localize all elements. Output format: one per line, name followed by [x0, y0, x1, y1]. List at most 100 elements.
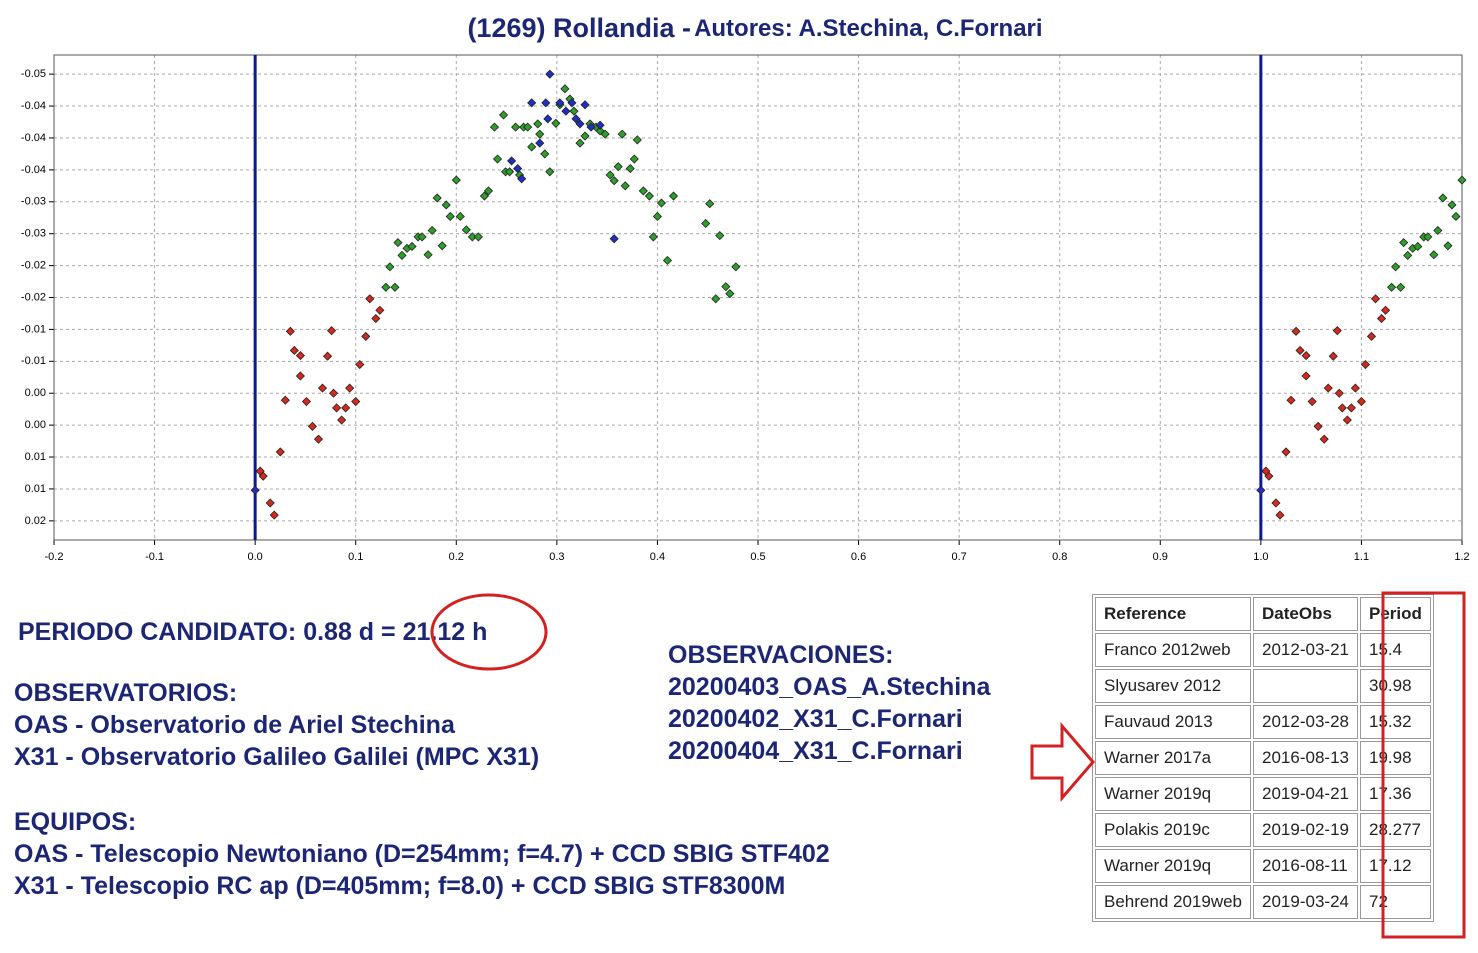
- point: [1396, 282, 1406, 292]
- cell: 17.36: [1359, 777, 1431, 811]
- point: [725, 289, 735, 299]
- point: [385, 262, 395, 272]
- point: [625, 164, 635, 174]
- y-tick-label: -0.04: [21, 164, 46, 176]
- point: [1319, 434, 1329, 444]
- row: Warner 2017a 2016-08-13 19.98: [1095, 741, 1431, 775]
- point: [371, 313, 381, 324]
- point: [269, 510, 279, 520]
- point: [489, 122, 500, 132]
- cell: 2016-08-11: [1253, 849, 1358, 883]
- point: [355, 359, 365, 370]
- point: [575, 138, 585, 148]
- header-cell: DateObs: [1253, 597, 1358, 631]
- period-label: PERIODO CANDIDATO: 0.88 d =: [18, 618, 403, 646]
- point: [1301, 351, 1311, 361]
- x-tick-label: 1.1: [1354, 551, 1369, 563]
- point: [1313, 421, 1323, 431]
- line: OAS - Telescopio Newtoniano (D=254mm; f=…: [14, 840, 830, 868]
- point: [250, 485, 260, 495]
- point: [595, 120, 605, 130]
- point: [1264, 471, 1274, 481]
- point: [492, 154, 503, 164]
- cell: 2012-03-28: [1253, 705, 1358, 739]
- point: [437, 241, 447, 251]
- x-tick-label: 0.0: [247, 551, 262, 563]
- line: 20200403_OAS_A.Stechina: [668, 673, 991, 701]
- point: [365, 294, 375, 304]
- point: [1438, 193, 1448, 203]
- heading: EQUIPOS:: [14, 808, 137, 836]
- point: [648, 232, 658, 242]
- point: [1332, 326, 1342, 336]
- point: [551, 118, 561, 128]
- cell: 28.277: [1359, 813, 1431, 847]
- chart: (1269) Rollandia - Autores: A.Stechina, …: [21, 13, 1470, 563]
- point: [1399, 238, 1409, 248]
- line: 20200402_X31_C.Fornari: [668, 705, 963, 733]
- point: [345, 383, 355, 393]
- point: [541, 98, 551, 108]
- point: [285, 326, 295, 336]
- point: [423, 250, 433, 260]
- point: [613, 162, 623, 172]
- point: [451, 175, 461, 185]
- point: [555, 98, 565, 108]
- point: [505, 167, 515, 177]
- cell: 2016-08-13: [1253, 741, 1358, 775]
- authors: Autores: A.Stechina, C.Fornari: [694, 15, 1043, 42]
- period-line: PERIODO CANDIDATO: 0.88 d = 21.12 h: [18, 616, 487, 648]
- point: [523, 122, 533, 132]
- cell: Franco 2012web: [1095, 633, 1252, 667]
- point: [535, 138, 545, 148]
- y-tick-label: -0.01: [21, 355, 46, 367]
- point: [1323, 383, 1333, 393]
- y-tick-label: -0.04: [21, 132, 46, 144]
- point: [1334, 388, 1344, 398]
- point: [407, 241, 417, 252]
- point: [1360, 359, 1371, 370]
- point: [427, 225, 437, 236]
- point: [317, 383, 328, 393]
- cell: 2019-02-19: [1253, 813, 1358, 847]
- point: [1423, 232, 1433, 242]
- point: [609, 234, 619, 244]
- point: [517, 174, 527, 184]
- cell: [1253, 669, 1358, 703]
- y-tick-label: 0.01: [25, 483, 46, 495]
- cell: Slyusarev 2012: [1095, 669, 1252, 703]
- point: [1286, 395, 1296, 405]
- point: [313, 434, 324, 444]
- point: [571, 114, 581, 124]
- point: [652, 211, 662, 222]
- cell: Polakis 2019c: [1095, 813, 1252, 847]
- point: [656, 198, 667, 208]
- point: [1376, 313, 1387, 324]
- point: [527, 98, 537, 108]
- point: [513, 164, 523, 174]
- point: [575, 119, 585, 129]
- point: [351, 396, 361, 407]
- row: Polakis 2019c 2019-02-19 28.277: [1095, 813, 1431, 847]
- cell: Behrend 2019web: [1095, 885, 1252, 919]
- point: [605, 170, 615, 180]
- point: [445, 211, 455, 222]
- point: [533, 119, 543, 129]
- point: [455, 211, 465, 222]
- point: [461, 225, 471, 235]
- point: [327, 326, 337, 336]
- x-tick-label: 1.0: [1253, 551, 1268, 563]
- x-tick-label: 1.2: [1454, 551, 1469, 563]
- point: [1275, 510, 1285, 520]
- point: [467, 232, 477, 242]
- point: [561, 106, 571, 116]
- point: [629, 154, 639, 164]
- point: [483, 186, 494, 196]
- header-cell: Reference: [1095, 597, 1252, 631]
- point: [617, 129, 627, 139]
- y-tick-label: -0.04: [21, 100, 46, 112]
- point: [295, 351, 305, 361]
- point: [1307, 396, 1317, 407]
- point: [1413, 241, 1423, 252]
